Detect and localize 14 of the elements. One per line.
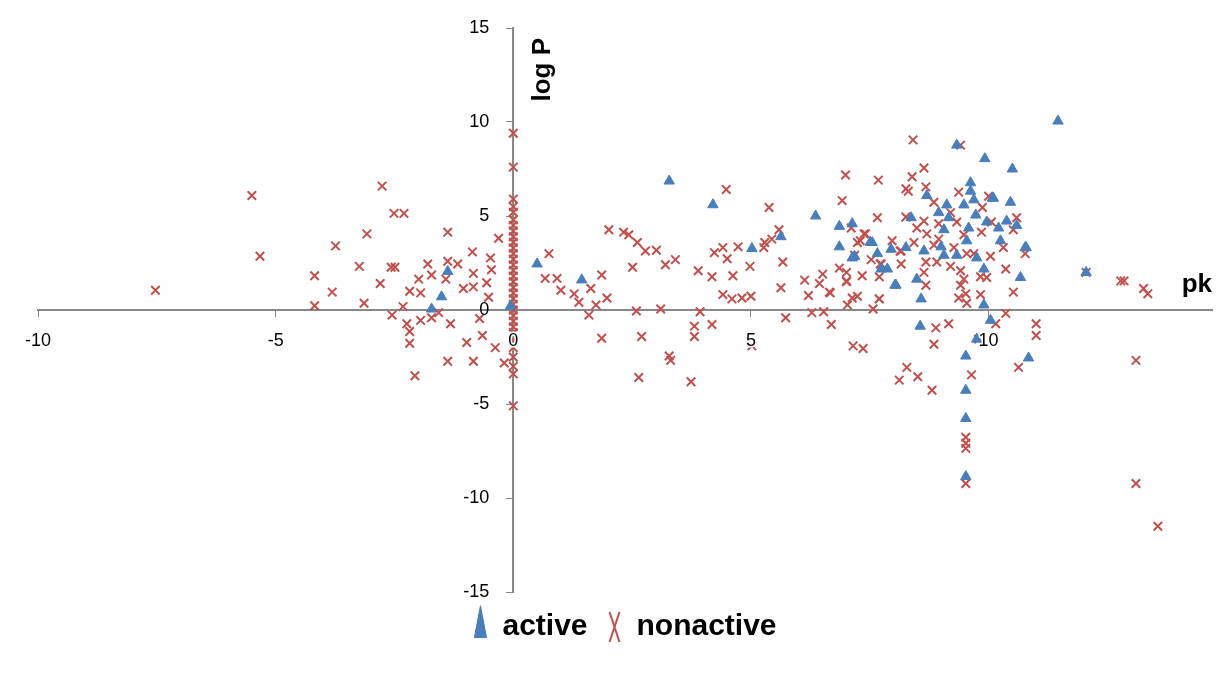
x-tick-label: 10 bbox=[978, 329, 999, 350]
x-tick-label: -10 bbox=[24, 329, 52, 350]
y-tick-label: 15 bbox=[469, 16, 490, 37]
y-tick-label: -15 bbox=[463, 580, 490, 601]
y-tick-label: -5 bbox=[473, 392, 490, 413]
y-tick-label: 10 bbox=[469, 110, 490, 131]
y-tick-label: 0 bbox=[479, 298, 490, 319]
legend-label: active bbox=[502, 608, 588, 642]
y-axis-title: log P bbox=[526, 38, 557, 102]
x-tick-label: -5 bbox=[267, 329, 284, 350]
y-tick-label: -10 bbox=[463, 486, 490, 507]
y-tick-label: 5 bbox=[479, 204, 490, 225]
legend-label: nonactive bbox=[636, 608, 777, 642]
x-axis-title: pk bbox=[1181, 268, 1213, 299]
